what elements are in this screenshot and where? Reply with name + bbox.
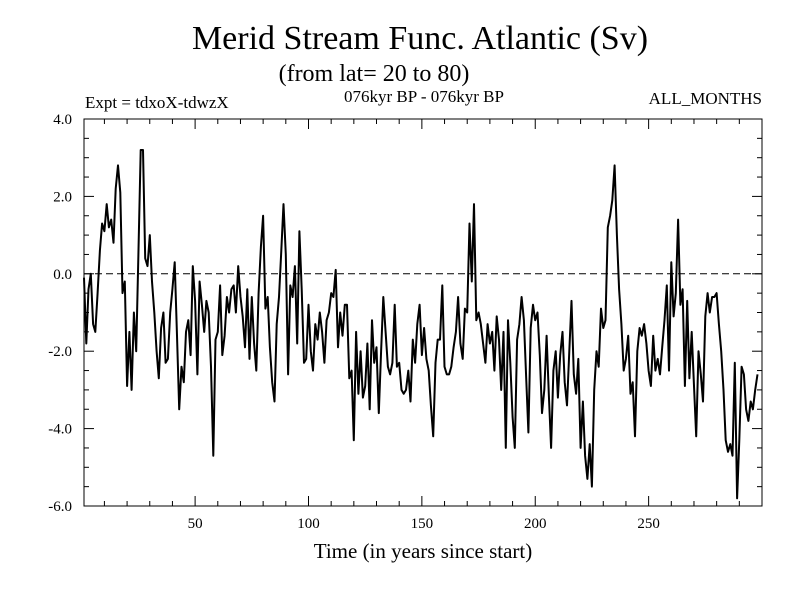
- series-line: [83, 149, 759, 500]
- period-label: 076kyr BP - 076kyr BP: [344, 87, 504, 106]
- x-tick-label: 250: [637, 516, 660, 532]
- plot-frame: [83, 118, 763, 507]
- y-tick-label: 0.0: [53, 267, 72, 283]
- chart-title: Merid Stream Func. Atlantic (Sv): [192, 20, 648, 57]
- y-tick-label: -6.0: [48, 499, 72, 515]
- chart-subtitle: (from lat= 20 to 80): [279, 61, 470, 87]
- y-tick-label: 2.0: [53, 189, 72, 205]
- x-tick-label: 200: [524, 516, 547, 532]
- y-tick-label: -4.0: [48, 422, 72, 438]
- x-axis-label: Time (in years since start): [314, 539, 533, 563]
- x-tick-label: 150: [411, 516, 434, 532]
- x-tick-label: 50: [188, 516, 203, 532]
- months-label: ALL_MONTHS: [649, 89, 762, 108]
- y-tick-label: -2.0: [48, 344, 72, 360]
- x-tick-label: 100: [297, 516, 320, 532]
- y-tick-label: 4.0: [53, 112, 72, 128]
- experiment-label: Expt = tdxoX-tdwzX: [85, 93, 229, 112]
